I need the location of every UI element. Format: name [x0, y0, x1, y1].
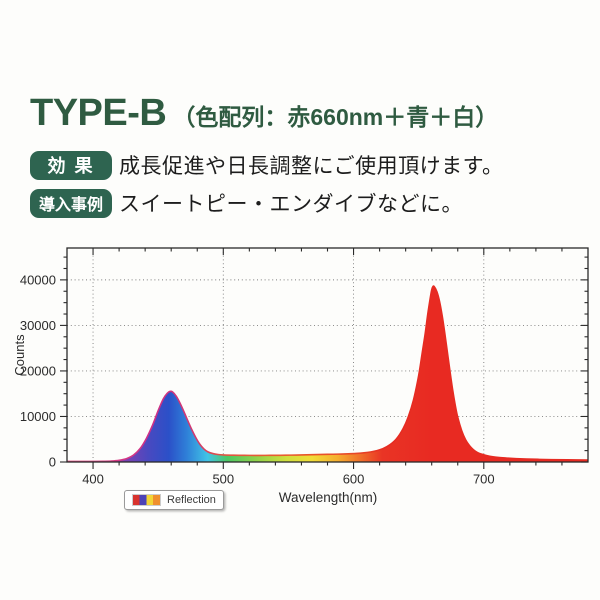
legend-label: Reflection	[167, 493, 216, 506]
effect-text: 成長促進や日長調整にご使用頂けます。	[119, 155, 504, 178]
svg-text:30000: 30000	[20, 318, 56, 333]
svg-text:40000: 40000	[20, 272, 56, 287]
product-type-name: TYPE-B	[30, 92, 167, 134]
use-case-text: スイートピー・エンダイブなどに。	[119, 193, 463, 216]
y-axis-title: Counts	[12, 334, 27, 376]
svg-text:600: 600	[343, 472, 365, 487]
page-title: TYPE-B （色配列：赤660nm＋青＋白）	[30, 92, 498, 135]
plot-border	[66, 247, 589, 463]
svg-text:700: 700	[473, 472, 495, 487]
svg-text:10000: 10000	[20, 409, 56, 424]
spectrum-plot: 400 500 600 700 0 10000 20000 30000 40000 Counts…	[12, 247, 589, 505]
effect-row: 効 果 成長促進や日長調整にご使用頂けます。	[30, 150, 503, 180]
effect-badge: 効 果	[30, 150, 112, 180]
spectrum-area-fill	[67, 286, 588, 462]
use-case-row: 導入事例 スイートピー・エンダイブなどに。	[30, 188, 463, 218]
svg-text:20000: 20000	[20, 363, 56, 378]
gridlines	[67, 248, 588, 462]
use-case-badge: 導入事例	[30, 188, 112, 218]
spectrum-line	[66, 285, 589, 463]
tick-labels: 400 500 600 700 0 10000 20000 30000 40000	[20, 272, 495, 486]
svg-text:500: 500	[212, 472, 234, 487]
color-arrangement-subtitle: （色配列：赤660nm＋青＋白）	[172, 104, 499, 130]
legend-spectrum-swatch-icon	[132, 494, 161, 506]
axis-ticks	[60, 248, 588, 469]
chart-legend: Reflection	[124, 490, 224, 510]
svg-text:400: 400	[82, 472, 104, 487]
svg-text:0: 0	[49, 455, 56, 470]
spectrum-chart: 400 500 600 700 0 10000 20000 30000 40000 Counts…	[10, 240, 595, 528]
x-axis-title: Wavelength(nm)	[279, 490, 378, 505]
